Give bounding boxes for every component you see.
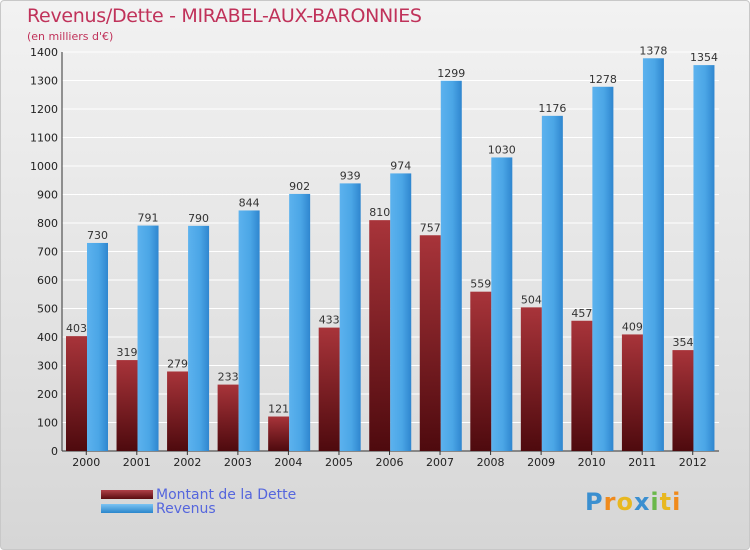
bar-dette [66,336,87,451]
x-tick-label: 2010 [578,456,606,469]
logo-letter: i [650,488,660,516]
value-label-revenus: 902 [289,180,310,193]
value-label-revenus: 939 [340,169,361,182]
bar-dette [470,291,492,451]
value-label-dette: 319 [117,346,138,359]
y-tick-label: 600 [37,274,58,287]
y-tick-label: 1200 [30,103,58,116]
value-label-revenus: 790 [188,212,209,225]
value-label-revenus: 974 [390,159,411,172]
legend-swatch-revenus [101,504,153,513]
value-label-revenus: 791 [138,212,159,225]
value-label-revenus: 730 [87,229,108,242]
legend-label-revenus: Revenus [156,501,216,517]
x-tick-label: 2009 [527,456,555,469]
y-tick-label: 300 [37,360,58,373]
value-label-dette: 403 [66,322,87,335]
value-label-revenus: 844 [239,196,260,209]
value-label-dette: 354 [672,336,693,349]
bar-revenus [491,157,513,451]
bar-revenus [440,80,462,451]
value-label-revenus: 1378 [639,44,667,57]
bar-dette [167,371,189,451]
bar-revenus [339,183,361,451]
y-tick-label: 700 [37,246,58,259]
bar-revenus [137,225,159,451]
value-label-dette: 504 [521,293,542,306]
bar-dette [419,235,441,451]
y-tick-label: 500 [37,303,58,316]
x-tick-label: 2002 [173,456,201,469]
value-label-revenus: 1278 [589,73,617,86]
value-label-revenus: 1354 [690,51,718,64]
logo-letter: r [603,488,617,516]
x-tick-label: 2001 [123,456,151,469]
value-label-revenus: 1030 [488,143,516,156]
legend-label-dette: Montant de la Dette [156,487,297,503]
value-label-dette: 233 [218,371,239,384]
logo-letter: P [585,488,604,516]
bar-dette [621,334,643,451]
y-tick-label: 1000 [30,160,58,173]
value-label-dette: 121 [268,403,289,416]
value-label-revenus: 1299 [437,67,465,80]
legend-swatch-dette [101,490,153,499]
x-tick-label: 2006 [376,456,404,469]
logo-letter: x [633,488,651,516]
y-tick-label: 1400 [30,46,58,59]
bar-dette [217,384,239,451]
value-label-dette: 457 [571,307,592,320]
bar-dette [520,307,542,451]
bar-revenus [541,115,563,451]
y-tick-label: 200 [37,388,58,401]
x-tick-label: 2004 [274,456,302,469]
y-tick-label: 800 [37,217,58,230]
bar-revenus [693,65,715,452]
x-tick-label: 2005 [325,456,353,469]
y-tick-label: 900 [37,189,58,202]
bar-dette [672,350,694,451]
x-tick-label: 2011 [628,456,656,469]
x-tick-label: 2007 [426,456,454,469]
chart-title: Revenus/Dette - MIRABEL-AUX-BARONNIES [27,5,422,27]
value-label-dette: 757 [420,221,441,234]
logo-letter: t [659,488,673,516]
value-label-dette: 433 [319,314,340,327]
x-tick-label: 2012 [679,456,707,469]
bar-revenus [238,210,260,451]
value-label-dette: 279 [167,357,188,370]
y-tick-label: 1100 [30,132,58,145]
bar-dette [369,220,391,451]
x-tick-label: 2000 [72,456,100,469]
chart-subtitle: (en milliers d'€) [27,30,114,43]
proxiti-logo: Proxiti [585,488,681,516]
bar-dette [571,320,593,451]
y-tick-label: 0 [51,445,58,458]
x-tick-label: 2008 [477,456,505,469]
value-label-dette: 559 [470,278,491,291]
value-label-revenus: 1176 [538,102,566,115]
bar-dette [268,416,290,451]
logo-letter: o [616,488,634,516]
x-tick-label: 2003 [224,456,252,469]
y-tick-label: 400 [37,331,58,344]
bar-revenus [592,86,614,452]
bar-revenus [390,173,412,451]
y-tick-label: 1300 [30,75,58,88]
bar-revenus [188,225,210,451]
y-tick-label: 100 [37,417,58,430]
value-label-dette: 810 [369,206,390,219]
bar-revenus [642,58,664,452]
bar-revenus [87,242,108,451]
value-label-dette: 409 [622,320,643,333]
logo-letter: i [672,488,682,516]
bar-dette [318,327,340,451]
bar-dette [116,360,138,451]
bar-revenus [289,193,311,451]
